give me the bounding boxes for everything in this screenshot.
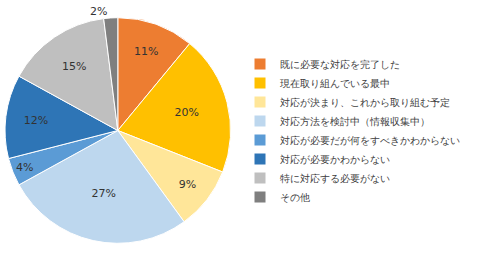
svg-text:既に必要な対応を完了した: 既に必要な対応を完了した — [280, 59, 400, 70]
svg-text:2%: 2% — [90, 5, 107, 18]
svg-text:対応方法を検討中（情報収集中）: 対応方法を検討中（情報収集中） — [280, 116, 430, 127]
svg-text:11%: 11% — [134, 45, 158, 58]
svg-text:15%: 15% — [62, 60, 86, 73]
svg-text:その他: その他 — [280, 192, 310, 203]
svg-text:4%: 4% — [16, 161, 33, 174]
svg-text:9%: 9% — [179, 178, 196, 191]
svg-text:現在取り組んでいる最中: 現在取り組んでいる最中 — [280, 78, 390, 89]
svg-text:対応が必要だが何をすべきかわからない: 対応が必要だが何をすべきかわからない — [280, 135, 460, 146]
svg-text:20%: 20% — [174, 106, 198, 119]
svg-text:特に対応する必要がない: 特に対応する必要がない — [280, 173, 390, 184]
svg-text:12%: 12% — [24, 114, 48, 127]
svg-text:27%: 27% — [92, 187, 116, 200]
svg-text:対応が必要かわからない: 対応が必要かわからない — [280, 154, 390, 165]
svg-text:対応が決まり、これから取り組む予定: 対応が決まり、これから取り組む予定 — [280, 97, 450, 108]
